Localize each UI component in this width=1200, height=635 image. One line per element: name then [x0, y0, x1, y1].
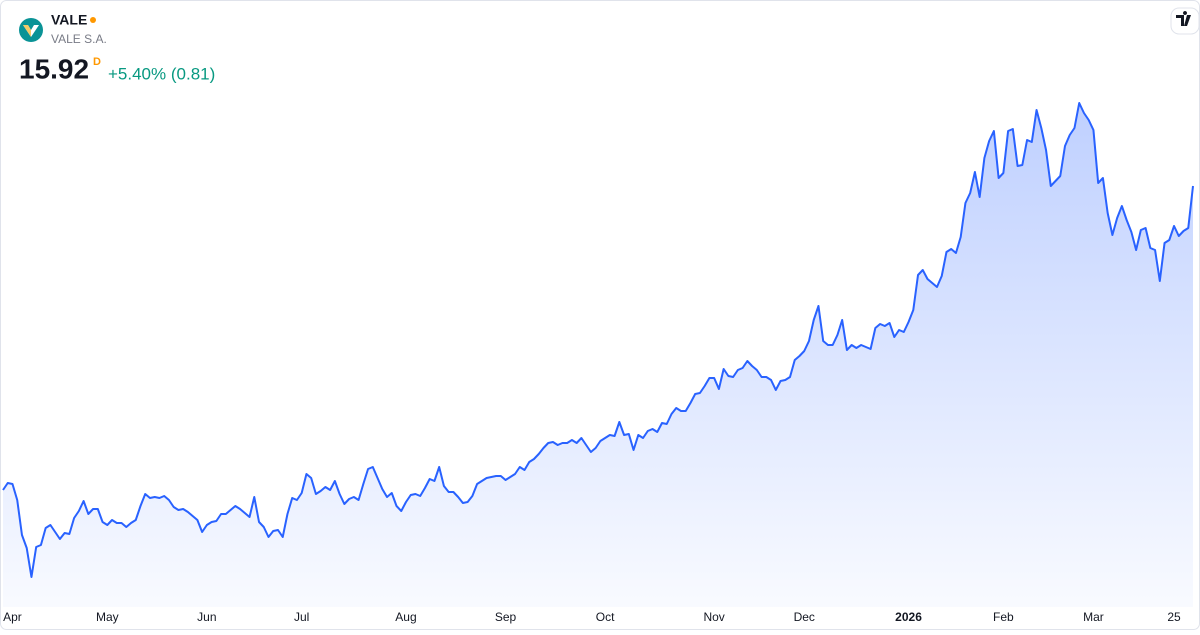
company-name: VALE S.A. — [51, 32, 107, 46]
status-dot — [90, 17, 96, 23]
area-fill — [3, 103, 1193, 607]
interval: D — [93, 56, 101, 68]
x-tick-label: Feb — [993, 610, 1014, 624]
x-tick-label: Oct — [596, 610, 615, 624]
plot-area: Apr May Jun Jul Aug Sep Oct Nov Dec 2026 Feb Mar 25 — [2, 102, 1194, 624]
tv-logo — [1176, 11, 1191, 26]
price: 15.92 — [19, 53, 89, 84]
logo-mark-accent — [23, 25, 31, 37]
tv-logo-badge[interactable] — [1170, 7, 1200, 35]
x-tick-label: Apr — [3, 610, 22, 624]
x-tick-label: Jul — [294, 610, 309, 624]
x-tick-label: 25 — [1167, 610, 1181, 624]
x-tick-label: Mar — [1083, 610, 1104, 624]
price-line — [2, 102, 1194, 578]
x-tick-label: Dec — [794, 610, 815, 624]
x-tick-label: 2026 — [895, 610, 922, 624]
x-tick-label: Jun — [197, 610, 216, 624]
x-tick-label: Aug — [395, 610, 416, 624]
x-tick-label: Nov — [703, 610, 724, 624]
change: +5.40% (0.81) — [108, 64, 215, 83]
x-tick-label: Sep — [495, 610, 517, 624]
x-tick-label: May — [96, 610, 119, 624]
symbol: VALE — [51, 12, 87, 28]
